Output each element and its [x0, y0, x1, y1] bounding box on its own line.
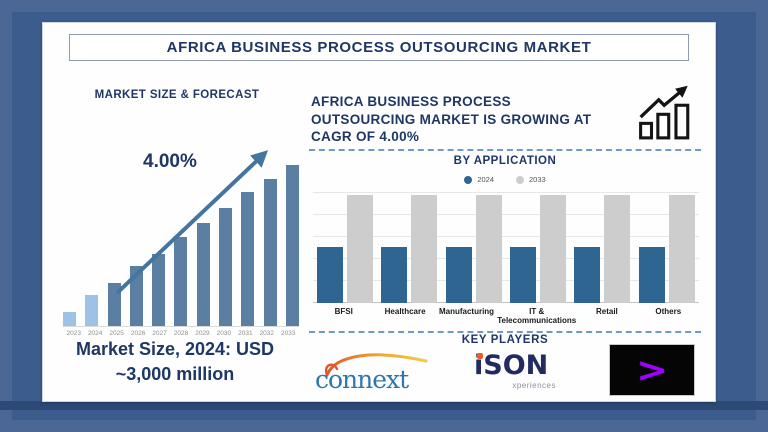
dashed-separator-top	[309, 149, 701, 151]
bar-group-retail	[574, 195, 631, 303]
gridline	[313, 280, 699, 281]
accenture-greater-than-icon: >	[636, 350, 668, 390]
by-application-bar-chart	[313, 192, 699, 303]
headline-line-2: OUTSOURCING MARKET IS GROWING AT	[311, 111, 592, 127]
bar-group-it-telecommunications	[510, 195, 567, 303]
category-label: Healthcare	[384, 307, 426, 316]
legend-item-2033: 2033	[516, 175, 546, 184]
legend-dot-icon	[516, 175, 524, 184]
bar-2024	[510, 247, 537, 303]
market-size-bar-2025	[107, 283, 121, 326]
market-size-bar-2024	[85, 295, 99, 326]
legend-label: 2024	[477, 175, 494, 184]
cagr-value-label: 4.00%	[143, 151, 197, 172]
year-label-2026: 2026	[130, 330, 146, 337]
market-size-note-line1: Market Size, 2024: USD	[75, 339, 275, 359]
bar-group-healthcare	[381, 195, 438, 303]
market-size-note: Market Size, 2024: USD ~3,000 million	[51, 337, 299, 387]
bar-group-manufacturing	[445, 195, 502, 303]
market-size-note-line2: ~3,000 million	[115, 364, 235, 384]
year-label-2033: 2033	[281, 330, 296, 337]
year-label-2027: 2027	[152, 330, 167, 337]
right-panel-headline: AFRICA BUSINESS PROCESS OUTSOURCING MARK…	[311, 93, 641, 146]
market-size-forecast-heading: MARKET SIZE & FORECAST	[94, 89, 260, 101]
market-size-bar-chart	[63, 165, 299, 327]
page-title: AFRICA BUSINESS PROCESS OUTSOURCING MARK…	[166, 39, 592, 56]
market-size-bar-2033	[285, 165, 299, 326]
by-application-legend: 2024 2033	[309, 175, 701, 184]
market-size-bar-2028	[174, 237, 188, 326]
bar-2024	[317, 247, 344, 303]
bar-2024	[638, 247, 665, 303]
legend-label: 2033	[529, 175, 546, 184]
ison-orange-dot	[477, 353, 483, 359]
category-label: Manufacturing	[438, 307, 495, 316]
market-size-bar-2027	[152, 254, 166, 326]
bar-2024	[445, 247, 472, 303]
category-label: Others	[655, 307, 682, 316]
gridline	[313, 236, 699, 237]
gridline	[313, 214, 699, 215]
year-label-2024: 2024	[87, 330, 103, 337]
market-size-bar-2032	[263, 179, 277, 326]
bar-groups	[313, 193, 699, 303]
market-size-bar-2031	[241, 192, 255, 326]
legend-item-2024: 2024	[464, 175, 494, 184]
year-label-2029: 2029	[195, 330, 210, 337]
headline-line-1: AFRICA BUSINESS PROCESS	[311, 94, 511, 109]
title-box: AFRICA BUSINESS PROCESS OUTSOURCING MARK…	[69, 34, 689, 61]
accenture-logo: >	[609, 344, 695, 396]
market-size-bar-2026	[129, 266, 143, 326]
connext-swoosh-icon	[324, 353, 428, 377]
by-application-heading: BY APPLICATION	[453, 155, 557, 167]
bar-2024	[381, 247, 408, 303]
bar-2033	[668, 195, 695, 303]
key-players-heading: KEY PLAYERS	[461, 334, 549, 346]
ison-logo: iSON xperiences	[466, 350, 562, 398]
bar-group-bfsi	[317, 195, 374, 303]
bar-2033	[540, 195, 567, 303]
year-label-2028: 2028	[173, 330, 189, 337]
market-size-bar-2029	[196, 223, 210, 326]
year-label-2025: 2025	[109, 330, 124, 337]
bottom-stripe	[0, 401, 768, 410]
ison-wordmark: iSON	[474, 350, 549, 381]
category-label: Retail	[595, 307, 618, 316]
growth-trend-arrow-icon	[115, 150, 269, 295]
growth-chart-icon	[639, 85, 690, 140]
category-label: BFSI	[334, 307, 353, 316]
dashed-separator-bottom	[309, 331, 701, 333]
bar-2033	[411, 195, 438, 303]
legend-dot-icon	[464, 175, 473, 184]
year-label-2032: 2032	[259, 330, 275, 337]
market-size-bar-2030	[219, 208, 233, 326]
year-label-2031: 2031	[238, 330, 253, 337]
gridline	[313, 258, 699, 259]
year-label-2023: 2023	[66, 330, 81, 337]
connext-logo: connext	[313, 347, 429, 401]
gridline	[313, 192, 699, 193]
bar-2033	[347, 195, 374, 303]
bar-group-others	[638, 195, 695, 303]
ison-subtext: xperiences	[512, 381, 556, 390]
market-size-bar-2023	[63, 312, 76, 326]
year-label-2030: 2030	[216, 330, 232, 337]
year-axis-labels: 2023 2024 2025 2026 2027 2028 2029 2030 2031 2032…	[63, 330, 299, 337]
infographic-card: AFRICA BUSINESS PROCESS OUTSOURCING MARK…	[42, 22, 716, 402]
bar-2033	[475, 195, 502, 303]
connext-wordmark: connext	[315, 365, 409, 394]
application-category-labels: BFSI Healthcare Manufacturing IT & Telecomm…	[313, 307, 699, 325]
headline-line-3: CAGR OF 4.00%	[311, 129, 420, 144]
category-label: IT & Telecommunications	[497, 307, 577, 325]
bar-2024	[574, 247, 601, 303]
bar-2033	[604, 195, 631, 303]
x-axis-line	[313, 302, 699, 303]
